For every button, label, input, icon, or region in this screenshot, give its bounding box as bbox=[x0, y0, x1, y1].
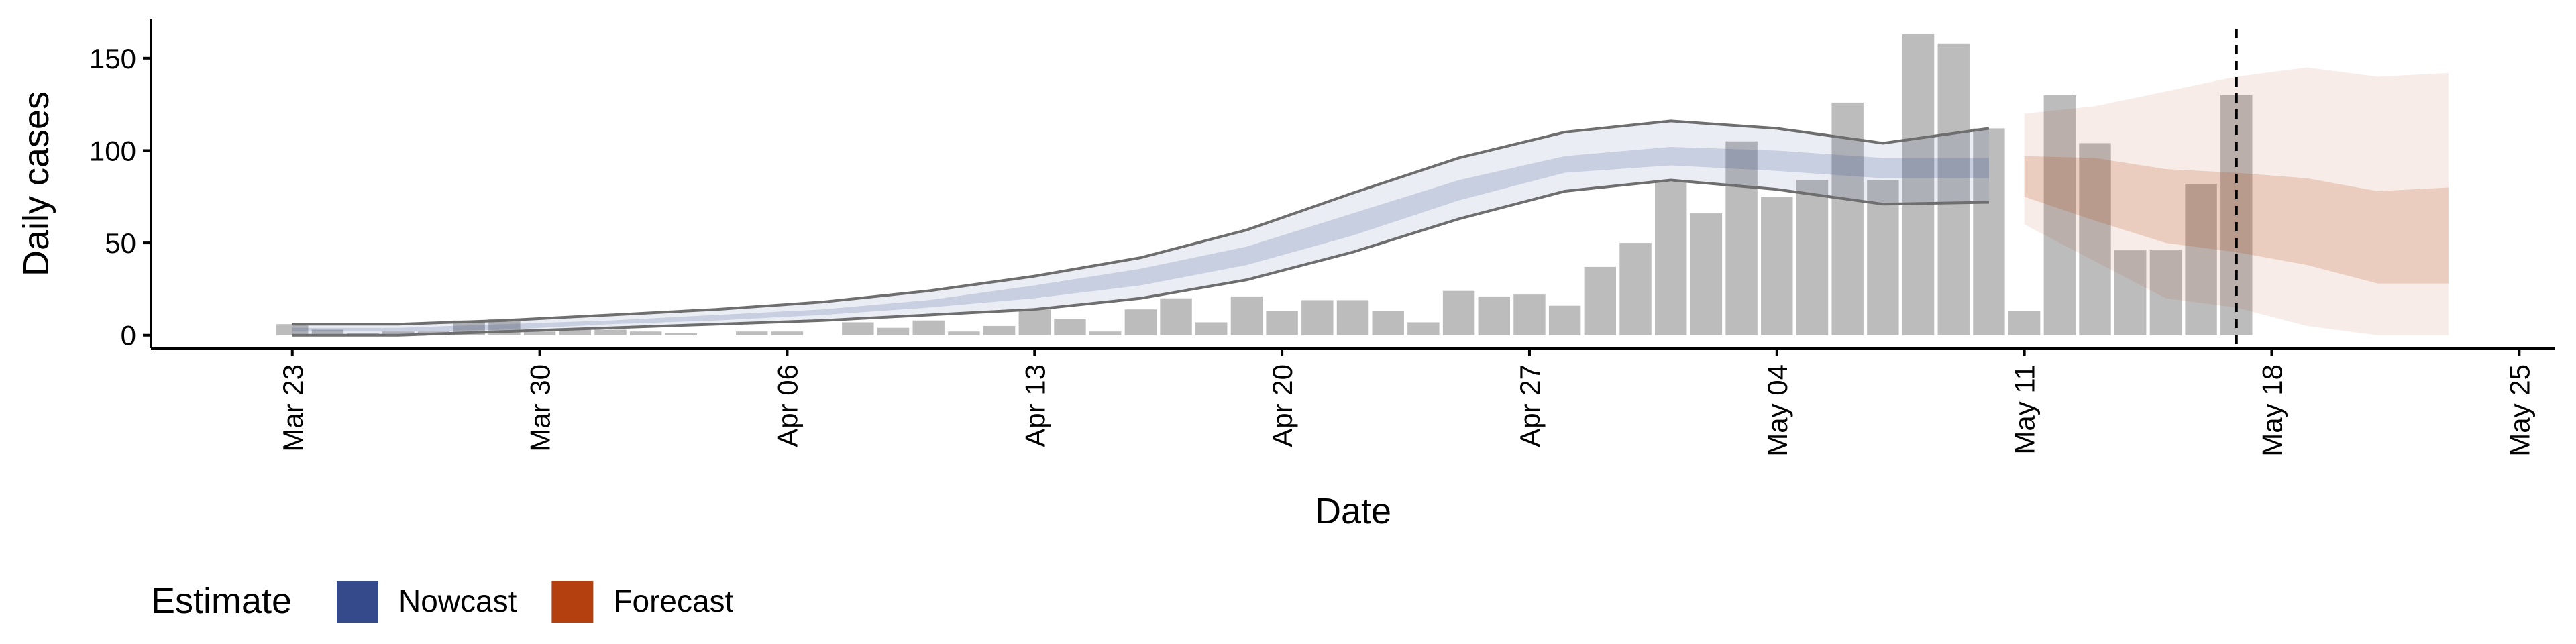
bar bbox=[1372, 311, 1404, 335]
bar bbox=[1054, 318, 1086, 335]
bar bbox=[1478, 296, 1510, 335]
x-tick-label: May 11 bbox=[2009, 364, 2041, 455]
legend-key bbox=[551, 581, 594, 623]
legend-title: Estimate bbox=[151, 581, 292, 621]
legend-key bbox=[337, 581, 378, 623]
bar bbox=[1195, 322, 1228, 335]
bar bbox=[1937, 43, 1970, 335]
bar bbox=[1407, 322, 1440, 335]
x-tick-label: Mar 23 bbox=[277, 364, 309, 452]
bar bbox=[1301, 300, 1334, 335]
bar bbox=[983, 325, 1016, 335]
y-tick-label: 50 bbox=[105, 227, 136, 259]
bar bbox=[2079, 143, 2111, 335]
bar bbox=[523, 331, 556, 335]
x-tick-label: Mar 30 bbox=[525, 364, 556, 452]
bar bbox=[771, 331, 804, 335]
bar bbox=[1513, 294, 1546, 335]
y-axis-title: Daily cases bbox=[16, 91, 56, 276]
x-tick-label: Apr 20 bbox=[1267, 364, 1298, 447]
bar bbox=[1619, 243, 1652, 335]
y-tick-label: 100 bbox=[89, 135, 136, 166]
bar bbox=[1018, 309, 1051, 335]
bar bbox=[1867, 180, 1899, 335]
bar bbox=[2185, 184, 2217, 335]
bar bbox=[1160, 298, 1192, 335]
bar bbox=[1548, 305, 1581, 335]
bar bbox=[1761, 197, 1793, 335]
legend-label: Forecast bbox=[613, 584, 733, 619]
bar bbox=[1336, 300, 1369, 335]
ribbon bbox=[2024, 156, 2449, 284]
y-tick-label: 0 bbox=[121, 320, 136, 352]
bar bbox=[382, 331, 415, 335]
bar bbox=[2008, 311, 2041, 335]
bar bbox=[1902, 34, 1935, 335]
bar bbox=[2043, 95, 2076, 335]
bar bbox=[559, 329, 592, 335]
bar bbox=[1584, 266, 1617, 335]
bar bbox=[842, 322, 874, 335]
y-tick-label: 150 bbox=[89, 43, 136, 74]
ribbon-outline bbox=[292, 178, 1989, 337]
bar bbox=[1442, 290, 1475, 335]
bar bbox=[1796, 180, 1829, 335]
x-tick-label: May 25 bbox=[2504, 364, 2535, 457]
x-tick-label: Apr 13 bbox=[1019, 364, 1051, 447]
bar bbox=[736, 331, 768, 335]
x-axis-title: Date bbox=[1315, 491, 1391, 531]
bar bbox=[1124, 309, 1157, 335]
bar bbox=[594, 329, 627, 335]
bar bbox=[1266, 311, 1298, 335]
x-tick-label: May 04 bbox=[1762, 364, 1793, 457]
bar bbox=[948, 331, 980, 335]
bar bbox=[1089, 331, 1122, 335]
bar bbox=[1230, 296, 1263, 335]
legend-label: Nowcast bbox=[398, 584, 517, 619]
x-tick-label: Apr 06 bbox=[771, 364, 803, 447]
bar bbox=[1831, 102, 1864, 335]
bar bbox=[311, 329, 344, 335]
bar bbox=[877, 327, 910, 335]
x-tick-label: May 18 bbox=[2256, 364, 2288, 457]
bar bbox=[1655, 182, 1687, 335]
ribbon bbox=[2024, 67, 2449, 335]
bar bbox=[912, 320, 945, 335]
bar bbox=[629, 331, 662, 335]
bar bbox=[2114, 250, 2147, 335]
bar bbox=[665, 333, 698, 335]
ribbon-outline bbox=[292, 119, 1990, 326]
ribbon bbox=[292, 146, 1989, 332]
bar bbox=[1973, 128, 2005, 335]
bar bbox=[276, 324, 309, 335]
ribbon bbox=[292, 121, 1989, 335]
x-tick-label: Apr 27 bbox=[1514, 364, 1546, 447]
bar bbox=[2149, 250, 2182, 335]
bar bbox=[1725, 141, 1758, 335]
bar bbox=[1690, 213, 1723, 335]
